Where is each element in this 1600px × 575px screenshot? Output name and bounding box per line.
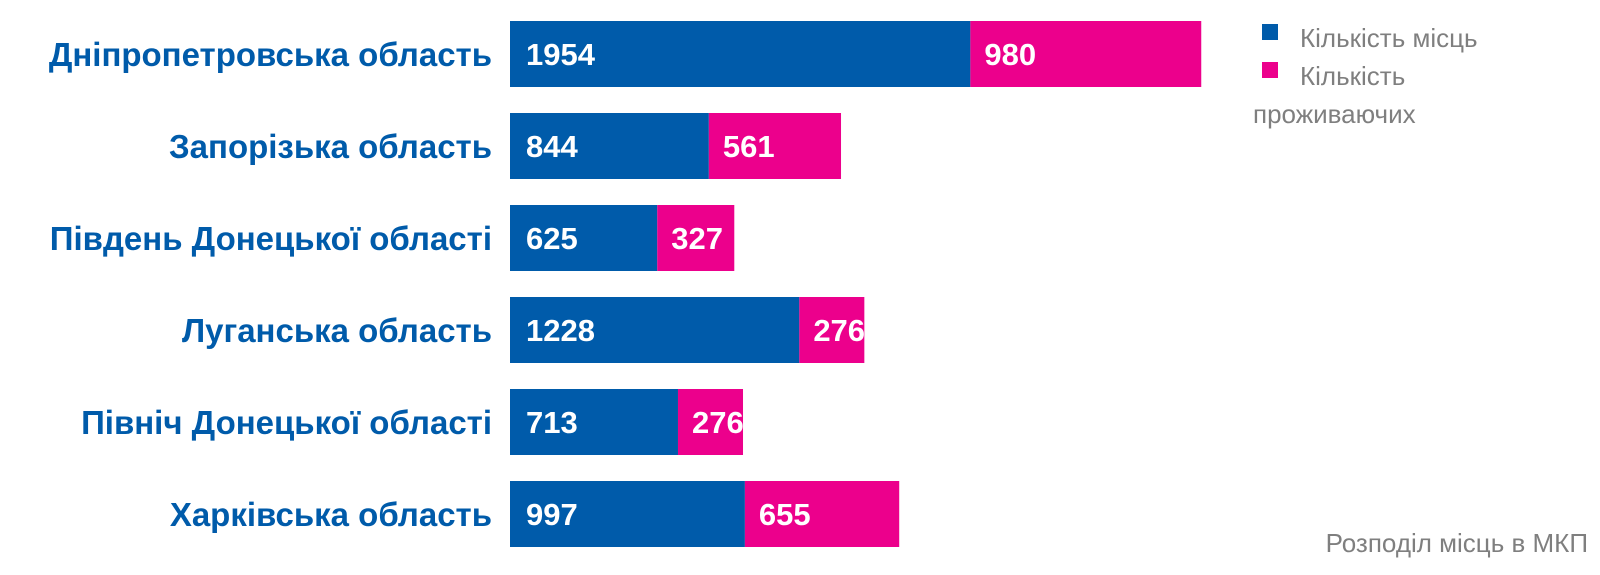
legend-entry: проживаючих <box>1253 99 1416 129</box>
legend-entry: Кількість місць <box>1300 23 1478 53</box>
legend: Кількість місць Кількість проживаючих <box>1253 23 1478 129</box>
legend-swatch <box>1262 62 1278 78</box>
category-label: Дніпропетровська область <box>49 36 492 73</box>
category-labels: Дніпропетровська область Запорізька облас… <box>49 36 492 533</box>
bar-residents <box>708 113 842 179</box>
bar-places <box>510 113 709 179</box>
bar-places <box>510 21 971 87</box>
data-label: 327 <box>671 221 723 256</box>
category-label: Харківська область <box>170 496 492 533</box>
category-label: Луганська область <box>182 312 492 349</box>
bars: 1954 980 844 561 625 327 1228 276 713 276 997 655 <box>510 21 1202 547</box>
data-label: 561 <box>723 129 775 164</box>
bar-places <box>510 481 745 547</box>
legend-swatch <box>1262 24 1278 40</box>
bar-residents <box>677 389 744 455</box>
bar-residents <box>970 21 1202 87</box>
data-label: 844 <box>526 129 578 164</box>
data-label: 276 <box>692 405 744 440</box>
chart-caption: Розподіл місць в МКП <box>1326 528 1588 558</box>
data-label: 980 <box>984 37 1036 72</box>
data-label: 713 <box>526 405 578 440</box>
bar-places <box>510 297 800 363</box>
category-label: Південь Донецької області <box>50 220 492 257</box>
bar-places <box>510 205 658 271</box>
data-label: 997 <box>526 497 578 532</box>
legend-entry: Кількість <box>1300 61 1405 91</box>
bar-residents <box>744 481 900 547</box>
category-label: Північ Донецької області <box>81 404 492 441</box>
data-label: 1954 <box>526 37 596 72</box>
category-label: Запорізька область <box>169 128 492 165</box>
bar-places <box>510 389 678 455</box>
data-label: 655 <box>759 497 811 532</box>
bar-residents <box>799 297 865 363</box>
bar-residents <box>657 205 735 271</box>
data-label: 625 <box>526 221 578 256</box>
data-label: 1228 <box>526 313 595 348</box>
data-label: 276 <box>813 313 865 348</box>
